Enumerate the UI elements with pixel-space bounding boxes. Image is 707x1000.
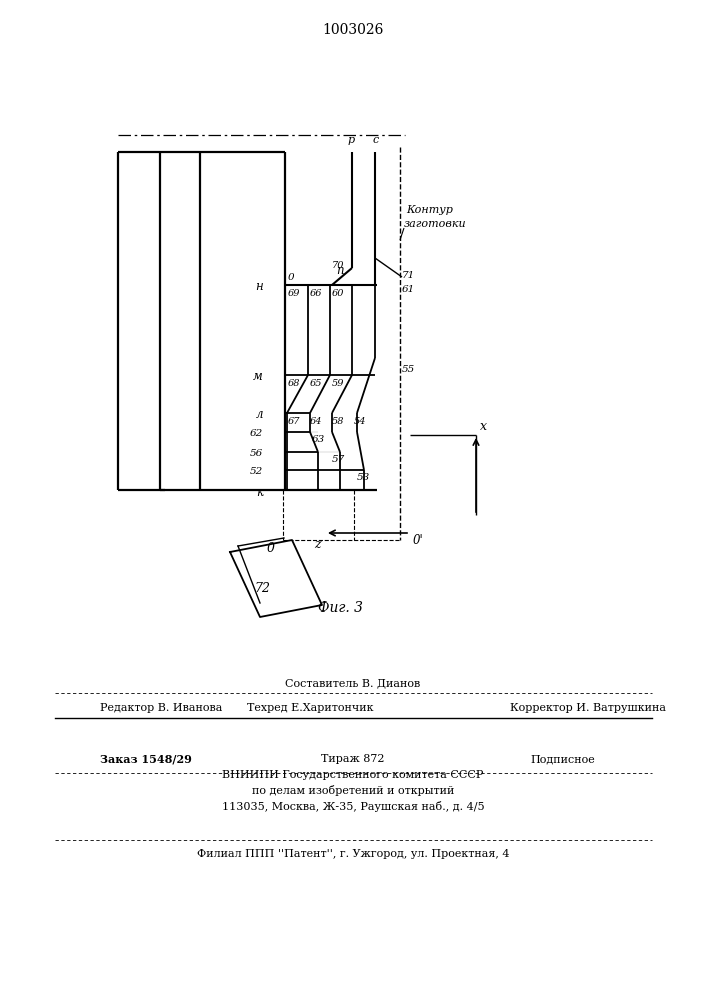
Text: к: к	[256, 487, 263, 499]
Text: Фиг. 3: Фиг. 3	[317, 601, 363, 615]
Text: 69: 69	[288, 288, 300, 298]
Text: 66: 66	[310, 288, 322, 298]
Text: ВНИИПИ Государственного комитета СССР: ВНИИПИ Государственного комитета СССР	[222, 770, 484, 780]
Text: 1003026: 1003026	[322, 23, 384, 37]
Text: Заказ 1548/29: Заказ 1548/29	[100, 754, 192, 764]
Text: с: с	[373, 135, 379, 145]
Text: 70: 70	[332, 261, 344, 270]
Text: 0: 0	[267, 542, 275, 554]
Text: л: л	[255, 408, 263, 422]
Text: р: р	[347, 135, 355, 145]
Text: 72: 72	[254, 582, 270, 595]
Text: Составитель В. Дианов: Составитель В. Дианов	[286, 678, 421, 688]
Text: 59: 59	[332, 378, 344, 387]
Text: Редактор В. Иванова: Редактор В. Иванова	[100, 703, 223, 713]
Text: Техред Е.Харитончик: Техред Е.Харитончик	[247, 703, 373, 713]
Text: x: x	[480, 420, 487, 434]
Text: 61: 61	[402, 286, 415, 294]
Text: 63: 63	[312, 436, 325, 444]
Text: 60: 60	[332, 288, 344, 298]
Text: Контур: Контур	[406, 205, 453, 215]
Text: z: z	[315, 538, 321, 552]
Text: 54: 54	[354, 416, 366, 426]
Text: 57: 57	[332, 456, 345, 464]
Text: Подписное: Подписное	[530, 754, 595, 764]
Text: заготовки: заготовки	[404, 219, 467, 229]
Text: 53: 53	[357, 474, 370, 483]
Text: н: н	[255, 279, 263, 292]
Text: п: п	[337, 263, 344, 276]
Text: Тираж 872: Тираж 872	[321, 754, 385, 764]
Text: 55: 55	[402, 365, 415, 374]
Text: 64: 64	[310, 416, 322, 426]
Text: 0: 0	[288, 273, 295, 282]
Text: Филиал ППП ''Патент'', г. Ужгород, ул. Проектная, 4: Филиал ППП ''Патент'', г. Ужгород, ул. П…	[197, 849, 509, 859]
Text: по делам изобретений и открытий: по делам изобретений и открытий	[252, 786, 454, 796]
Text: 58: 58	[332, 416, 344, 426]
Text: 113035, Москва, Ж-35, Раушская наб., д. 4/5: 113035, Москва, Ж-35, Раушская наб., д. …	[222, 802, 484, 812]
Text: 67: 67	[288, 416, 300, 426]
Text: 56: 56	[250, 450, 263, 458]
Text: 62: 62	[250, 428, 263, 438]
Text: Корректор И. Ватрушкина: Корректор И. Ватрушкина	[510, 703, 666, 713]
Text: 0': 0'	[413, 534, 423, 548]
Text: 52: 52	[250, 468, 263, 477]
Text: 71: 71	[402, 270, 415, 279]
Text: м: м	[253, 370, 263, 383]
Text: 65: 65	[310, 378, 322, 387]
Text: 68: 68	[288, 378, 300, 387]
